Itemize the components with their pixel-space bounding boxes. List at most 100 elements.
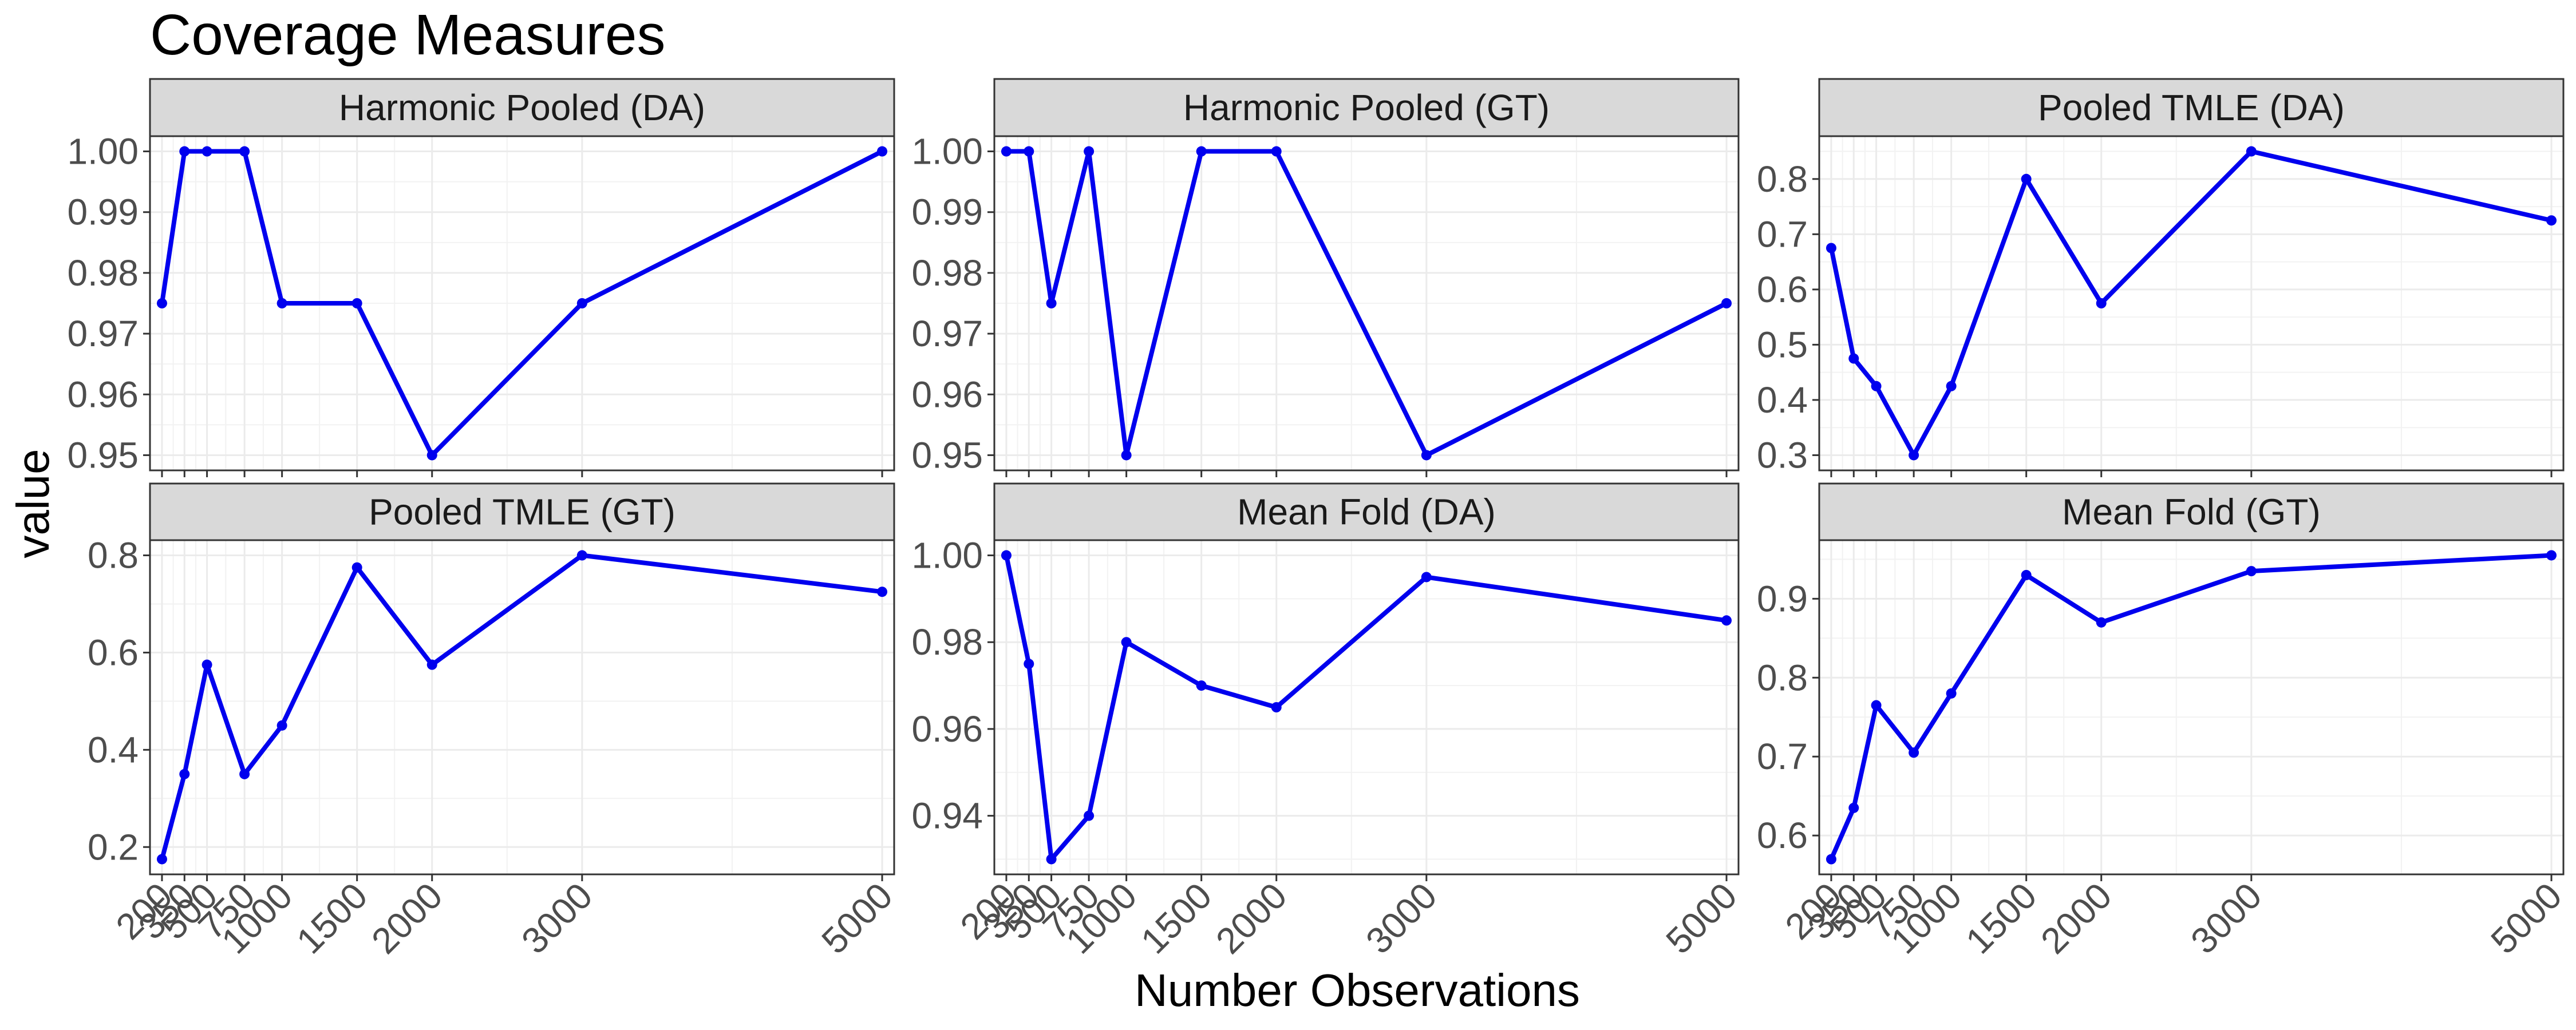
plot-panel-background (150, 540, 894, 874)
plot-panel-background (1819, 136, 2563, 470)
data-point (1084, 810, 1095, 821)
data-point (2246, 146, 2257, 157)
data-point (1024, 659, 1034, 670)
facet-panel: Pooled TMLE (DA) 0.3 0.4 0.5 0.6 0.7 0.8 (1757, 78, 2565, 477)
data-point (1909, 747, 1919, 758)
x-tick-label: 3000 (1358, 875, 1445, 962)
facet-strip-label: Pooled TMLE (DA) (2038, 87, 2345, 128)
plot-panel-border (1818, 539, 2565, 876)
x-tick-label: 3000 (513, 875, 600, 962)
x-tick-label: 1500 (289, 875, 376, 962)
data-point (1826, 854, 1836, 865)
facet-panels: Harmonic Pooled (DA) 0.95 0.96 0.97 0.98 0.99… (67, 78, 2570, 962)
data-point (2021, 569, 2032, 580)
data-point (1046, 854, 1057, 865)
y-tick-label: 0.95 (67, 434, 139, 476)
data-point (1871, 700, 1882, 711)
y-tick-label: 0.6 (88, 632, 139, 673)
data-point (179, 146, 190, 157)
plot-panel-border (993, 539, 1740, 876)
facet-strip-label: Pooled TMLE (GT) (369, 492, 675, 533)
data-point (1826, 243, 1836, 253)
data-point (1001, 146, 1012, 157)
y-tick-label: 0.9 (1757, 578, 1808, 619)
y-tick-label: 0.4 (88, 729, 139, 770)
data-point (1196, 146, 1207, 157)
x-tick-label: 2000 (1208, 875, 1295, 962)
plot-panel-border (149, 539, 895, 876)
x-tick-label: 2000 (364, 875, 451, 962)
y-tick-label: 0.98 (67, 252, 139, 294)
data-point (202, 146, 212, 157)
y-tick-label: 0.4 (1757, 379, 1808, 421)
x-tick-label: 1500 (1958, 875, 2045, 962)
y-tick-label: 0.8 (88, 535, 139, 576)
data-point (426, 659, 437, 670)
facet-strip (1818, 482, 2565, 541)
data-point (877, 587, 888, 597)
plot-panel-border (993, 135, 1740, 472)
facet-strip (993, 78, 1740, 137)
y-tick-label: 0.96 (67, 374, 139, 415)
data-point (1271, 146, 1282, 157)
data-point (2096, 298, 2107, 308)
y-tick-label: 0.7 (1757, 213, 1808, 255)
data-point (1946, 688, 1957, 699)
data-point (1084, 146, 1095, 157)
plot-panel-background (994, 540, 1739, 874)
data-point (2096, 617, 2107, 628)
data-point (351, 562, 362, 573)
data-point (1421, 572, 1432, 583)
y-tick-label: 1.00 (67, 131, 139, 172)
data-point (2546, 215, 2557, 226)
y-tick-label: 0.7 (1757, 736, 1808, 777)
data-point (1121, 637, 1132, 648)
y-tick-label: 0.6 (1757, 269, 1808, 310)
data-point (1909, 450, 1919, 461)
y-axis-title: value (7, 449, 58, 558)
y-tick-label: 0.3 (1757, 434, 1808, 476)
y-tick-label: 0.99 (67, 192, 139, 233)
y-tick-label: 0.2 (88, 826, 139, 867)
y-tick-label: 0.94 (911, 795, 983, 837)
y-tick-label: 0.8 (1757, 657, 1808, 698)
data-point (239, 146, 250, 157)
data-point (1046, 298, 1057, 308)
data-point (2546, 550, 2557, 561)
x-tick-label: 5000 (1658, 875, 1745, 962)
data-point (576, 298, 587, 308)
data-point (576, 550, 587, 561)
x-tick-label: 3000 (2183, 875, 2270, 962)
x-axis-title: Number Observations (1135, 965, 1580, 1016)
data-point (239, 768, 250, 779)
x-tick-label: 2000 (2033, 875, 2120, 962)
y-tick-label: 0.98 (911, 621, 983, 663)
data-point (1946, 381, 1957, 391)
facet-panel: Mean Fold (DA)0.940.960.981.002003505007… (911, 482, 1745, 962)
data-point (2021, 173, 2032, 184)
data-point (1121, 450, 1132, 461)
y-tick-label: 0.99 (911, 192, 983, 233)
chart-title: Coverage Measures (150, 3, 665, 67)
facet-panel: Mean Fold (GT)0.60.70.80.920035050075010… (1757, 482, 2570, 962)
y-tick-label: 0.97 (67, 313, 139, 354)
y-tick-label: 0.96 (911, 374, 983, 415)
y-tick-label: 0.96 (911, 708, 983, 750)
data-point (1421, 450, 1432, 461)
data-point (1848, 353, 1859, 364)
data-point (1721, 298, 1732, 308)
x-tick-label: 1500 (1133, 875, 1220, 962)
plot-panel-border (1818, 135, 2565, 472)
data-point (1271, 702, 1282, 712)
data-point (2246, 566, 2257, 577)
data-point (1871, 381, 1882, 391)
data-point (276, 298, 287, 308)
facet-strip (149, 78, 895, 137)
x-tick-label: 5000 (2483, 875, 2570, 962)
y-tick-label: 1.00 (911, 131, 983, 172)
data-point (156, 298, 167, 308)
y-tick-label: 0.97 (911, 313, 983, 354)
facet-panel: Harmonic Pooled (DA) 0.95 0.96 0.97 0.98 0.99… (67, 78, 895, 477)
facet-strip-label: Harmonic Pooled (DA) (339, 87, 705, 128)
